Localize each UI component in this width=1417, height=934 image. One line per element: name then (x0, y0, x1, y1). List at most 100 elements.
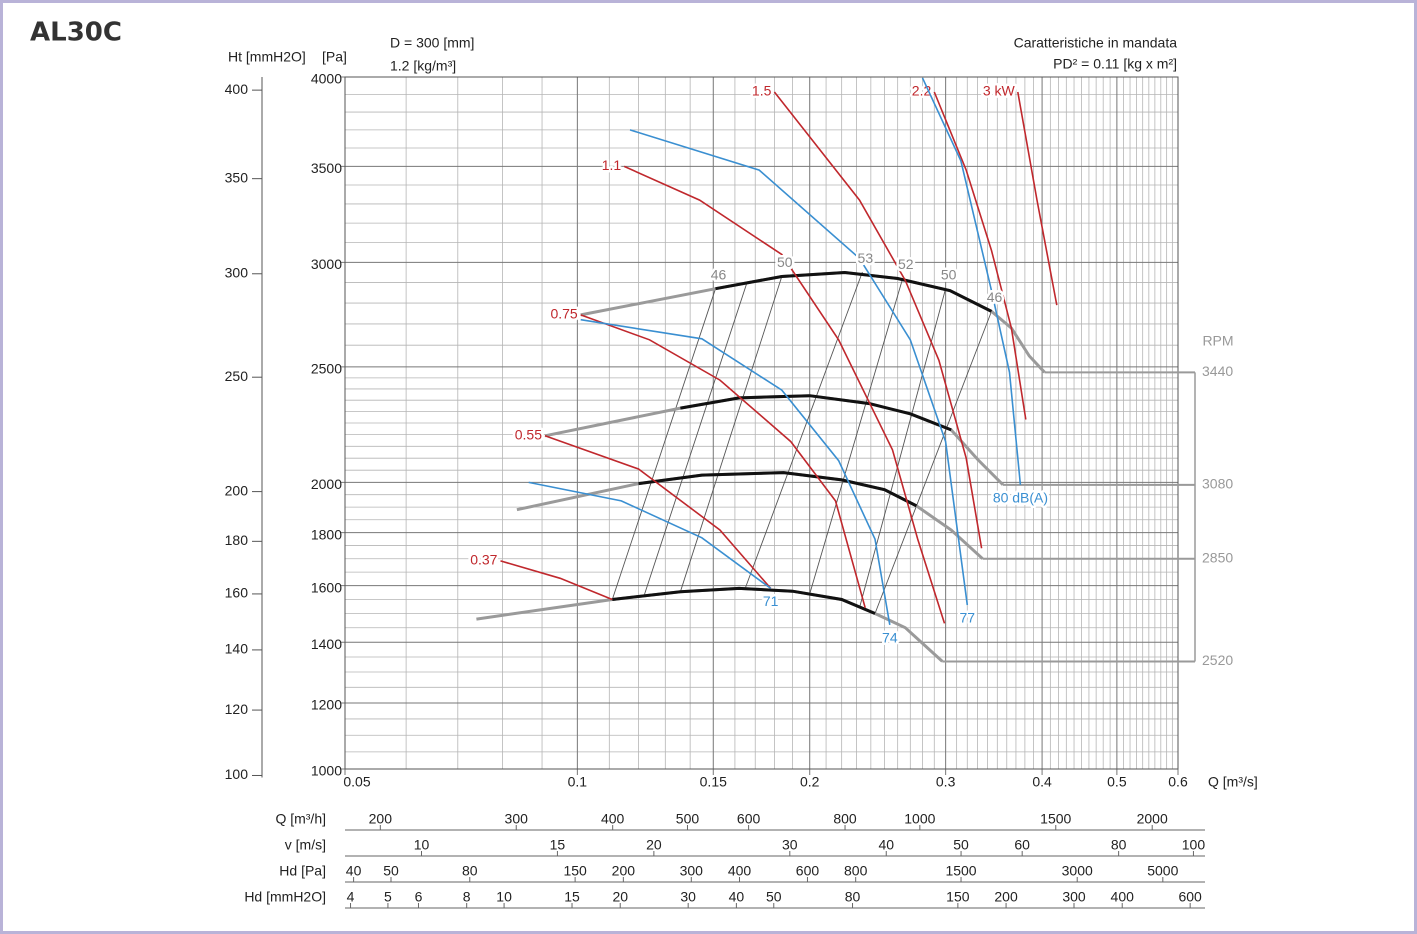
scale-tick-label: 20 (612, 889, 628, 905)
y-tick-label: 3000 (311, 256, 342, 272)
y2-tick-label: 200 (225, 482, 249, 498)
scale-tick-label: 30 (782, 837, 798, 853)
scale-tick-label: 30 (680, 889, 696, 905)
scale-tick-label: 6 (415, 889, 423, 905)
y2-tick-label: 120 (225, 701, 249, 717)
efficiency-label: 53 (858, 250, 874, 266)
curve (580, 318, 891, 626)
curve-label: 74 (882, 630, 898, 646)
scale-tick-label: 10 (414, 837, 430, 853)
efficiency-label: 46 (987, 289, 1003, 305)
system-line (643, 281, 748, 597)
y2-tick-label: 100 (225, 766, 249, 782)
y-tick-label: 1200 (311, 697, 342, 713)
scale-tick-label: 150 (946, 889, 970, 905)
scale-tick-label: 80 (462, 863, 478, 879)
annotation: D = 300 [mm] (390, 35, 474, 51)
curve (580, 314, 866, 609)
curve-label: 0.37 (470, 552, 497, 568)
scale-tick-label: 8 (463, 889, 471, 905)
y-tick-label: 4000 (311, 71, 342, 87)
system-line (611, 288, 716, 600)
x-tick-label: 0.3 (936, 774, 956, 790)
scale-tick-label: 300 (680, 863, 704, 879)
scale-tick-label: 100 (1182, 837, 1206, 853)
scale-tick-label: 200 (994, 889, 1018, 905)
scale-tick-label: 50 (953, 837, 969, 853)
y2-tick-label: 160 (225, 585, 249, 601)
x-tick-label: 0.05 (343, 774, 370, 790)
x-tick-label: 0.1 (568, 774, 588, 790)
curve-label: 3 kW (983, 83, 1016, 99)
rpm-value: 3440 (1202, 363, 1233, 379)
curve-label: 0.75 (550, 306, 577, 322)
curve (629, 129, 969, 606)
curve (500, 560, 613, 601)
y-axis-label: [Pa] (322, 49, 347, 65)
scale-tick-label: 400 (728, 863, 752, 879)
scale-tick-label: 1500 (945, 863, 976, 879)
x-axis-label: Q [m³/s] (1208, 774, 1258, 790)
system-line (809, 277, 904, 595)
curve (623, 165, 946, 624)
efficiency-label: 52 (898, 256, 914, 272)
curve-label: 0.55 (515, 426, 542, 442)
working-range (612, 586, 876, 615)
scale-tick-label: 10 (496, 889, 512, 905)
curve-label: 77 (959, 610, 975, 626)
y-tick-label: 1400 (311, 636, 342, 652)
scale-tick-label: 300 (505, 811, 529, 827)
annotation: PD² = 0.11 [kg x m²] (1053, 56, 1177, 72)
scale-tick-label: 4 (347, 889, 355, 905)
scale-tick-label: 300 (1062, 889, 1086, 905)
scale-tick-label: 40 (729, 889, 745, 905)
scale-tick-label: 40 (878, 837, 894, 853)
curve (528, 481, 772, 590)
system-line (744, 271, 863, 589)
efficiency-label: 46 (711, 266, 727, 282)
y2-tick-label: 400 (225, 81, 249, 97)
working-range (715, 270, 993, 313)
y-tick-label: 2500 (311, 361, 342, 377)
curve-label: 1.5 (752, 83, 772, 99)
scale-tick-label: 600 (796, 863, 820, 879)
scale-tick-label: 200 (612, 863, 636, 879)
scale-tick-label: 80 (845, 889, 861, 905)
curve (933, 91, 1027, 420)
plot-frame (344, 76, 1179, 770)
rpm-value: 2850 (1202, 549, 1233, 565)
scale-tick-label: 40 (346, 863, 362, 879)
curve (921, 77, 1022, 485)
rpm-value: 2520 (1202, 652, 1233, 668)
annotation: Caratteristiche in mandata (1014, 35, 1178, 51)
scale-tick-label: 20 (646, 837, 662, 853)
scale-tick-label: 50 (766, 889, 782, 905)
y-tick-label: 1000 (311, 763, 342, 779)
curve (544, 435, 772, 589)
efficiency-label: 50 (941, 266, 957, 282)
scale-tick-label: 500 (676, 811, 700, 827)
y-tick-label: 1800 (311, 526, 342, 542)
scale-tick-label: 800 (844, 863, 868, 879)
scale-label: Hd [Pa] (279, 863, 326, 879)
annotation: 1.2 [kg/m³] (390, 58, 456, 74)
y-tick-label: 3500 (311, 160, 342, 176)
scale-tick-label: 600 (1178, 889, 1202, 905)
working-range (638, 471, 918, 508)
x-tick-label: 0.15 (700, 774, 727, 790)
scale-tick-label: 15 (564, 889, 580, 905)
x-tick-label: 0.4 (1032, 774, 1052, 790)
x-tick-label: 0.2 (800, 774, 820, 790)
scale-tick-label: 2000 (1137, 811, 1168, 827)
curve (773, 91, 983, 549)
scale-tick-label: 200 (369, 811, 393, 827)
x-tick-label: 0.5 (1107, 774, 1127, 790)
scale-label: v [m/s] (285, 837, 326, 853)
scale-tick-label: 150 (563, 863, 587, 879)
y2-tick-label: 140 (225, 641, 249, 657)
y-tick-label: 2000 (311, 476, 342, 492)
curve-label: 71 (763, 593, 779, 609)
curve (1017, 91, 1058, 306)
